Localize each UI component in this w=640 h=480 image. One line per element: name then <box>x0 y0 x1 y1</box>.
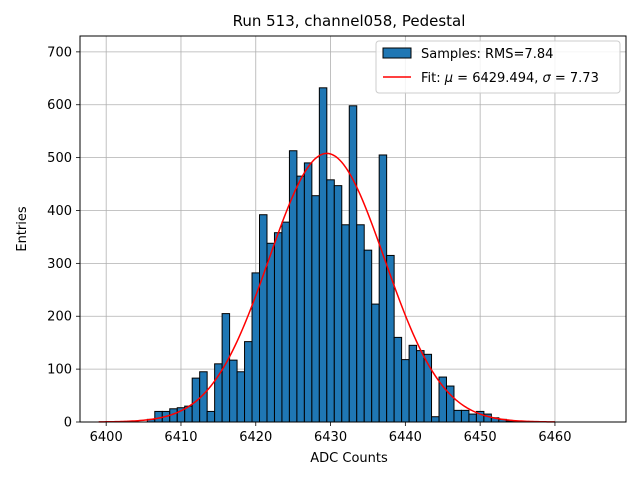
x-axis-ticks: 6400 6410 6420 6430 6440 6450 6460 <box>90 422 571 445</box>
histogram-bar <box>318 87 328 423</box>
histogram-bar <box>311 195 320 423</box>
x-axis-label: ADC Counts <box>310 451 388 466</box>
legend-fit-sigma-symbol: σ <box>543 71 552 86</box>
histogram-bar <box>393 336 403 423</box>
legend-samples-label: Samples: RMS=7.84 <box>421 47 553 62</box>
histogram-bar <box>236 371 246 423</box>
histogram-bar <box>296 175 305 423</box>
histogram-bar <box>460 409 470 423</box>
x-tick-label: 6440 <box>389 430 422 445</box>
y-tick-label: 700 <box>47 45 72 60</box>
x-tick-label: 6430 <box>314 430 347 445</box>
y-tick-label: 500 <box>47 151 72 166</box>
histogram-bar <box>356 224 365 423</box>
histogram-bar <box>244 341 253 423</box>
histogram-bar <box>206 410 216 423</box>
histogram-bar <box>303 162 313 423</box>
legend-fit-mu-symbol: μ <box>444 71 453 86</box>
histogram-bar <box>273 232 283 423</box>
y-tick-label: 600 <box>47 98 72 113</box>
histogram-bar <box>191 377 201 423</box>
x-tick-label: 6400 <box>90 430 123 445</box>
y-tick-label: 0 <box>64 416 72 431</box>
histogram-bar <box>154 410 163 423</box>
histogram-bar <box>453 409 462 423</box>
histogram-bar <box>288 150 298 423</box>
legend-samples-swatch <box>382 47 412 59</box>
histogram-bar <box>468 413 477 423</box>
legend-box <box>375 40 621 94</box>
x-tick-label: 6460 <box>538 430 571 445</box>
fit-curve-group <box>98 152 555 423</box>
gaussian-fit-line <box>98 152 555 423</box>
plot-frame <box>79 35 627 423</box>
y-tick-label: 100 <box>47 363 72 378</box>
y-tick-label: 300 <box>47 257 72 272</box>
x-tick-label: 6450 <box>464 430 497 445</box>
chart-title: Run 513, channel058, Pedestal <box>233 12 466 30</box>
histogram-bar <box>266 242 275 423</box>
legend-fit-mu-value: = 6429.494, <box>453 71 542 86</box>
histogram-bar <box>341 224 350 423</box>
histogram-bar <box>333 185 343 423</box>
y-axis-ticks: 0 100 200 300 400 500 600 700 <box>47 45 80 431</box>
histogram-bar <box>378 154 388 423</box>
y-tick-label: 400 <box>47 204 72 219</box>
histogram-bar <box>416 350 425 423</box>
histogram-bar <box>281 221 290 423</box>
histogram-bar <box>371 303 380 423</box>
x-tick-label: 6410 <box>164 430 197 445</box>
x-tick-label: 6420 <box>239 430 272 445</box>
y-tick-label: 200 <box>47 310 72 325</box>
histogram-bar <box>229 359 238 423</box>
histogram-bar <box>259 214 268 423</box>
legend-fit-prefix: Fit: <box>421 71 445 86</box>
histogram-bar <box>363 249 373 423</box>
legend-fit-label: Fit: μ = 6429.494, σ = 7.73 <box>421 71 599 86</box>
histogram-bar <box>326 179 335 423</box>
histogram-bar <box>408 344 418 423</box>
histogram-bar <box>386 254 395 423</box>
legend: Samples: RMS=7.84 Fit: μ = 6429.494, σ =… <box>375 40 621 94</box>
histogram-bar <box>348 105 358 423</box>
histogram-bar <box>431 416 440 423</box>
y-axis-label: Entries <box>15 206 30 252</box>
legend-fit-sigma-value: = 7.73 <box>551 71 599 86</box>
histogram-bar <box>401 359 410 423</box>
